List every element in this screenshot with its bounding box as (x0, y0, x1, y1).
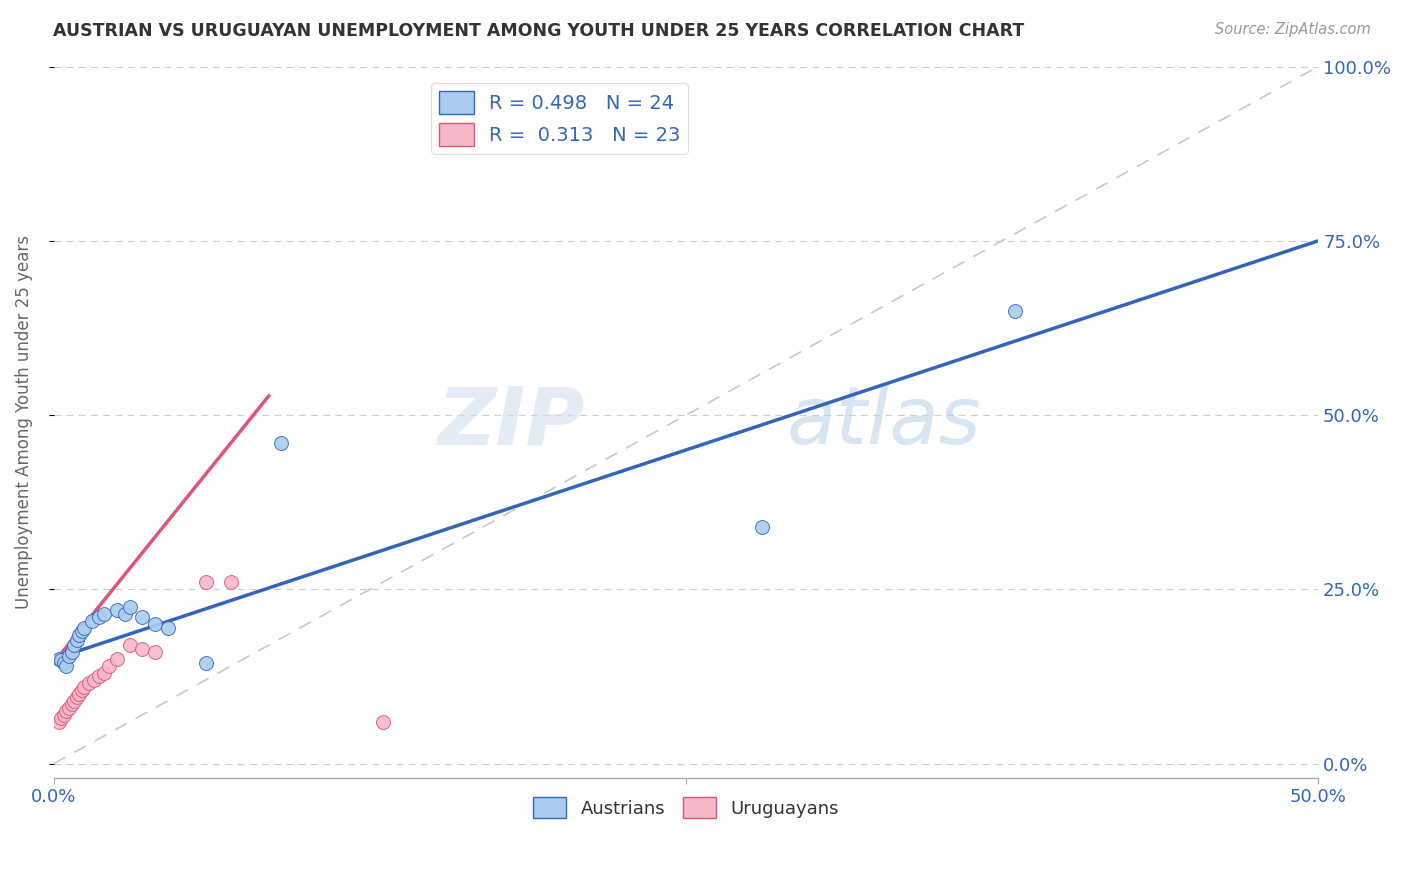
Point (70, 624, 93, 639)
Point (1004, 303, 1026, 318)
Point (58, 648, 80, 663)
Point (118, 638, 141, 652)
Point (65, 632, 87, 647)
Point (70, 683, 93, 698)
Point (52, 707, 75, 722)
Point (131, 641, 153, 656)
Point (751, 519, 773, 533)
Point (156, 621, 179, 635)
Point (73, 680, 96, 694)
Point (93, 665, 115, 680)
Point (270, 436, 292, 450)
Point (89, 669, 111, 683)
Point (67, 687, 90, 701)
Point (118, 599, 141, 614)
Point (63, 638, 86, 652)
Point (219, 575, 242, 590)
Point (77, 676, 100, 690)
Point (98, 659, 121, 673)
Text: ZIP: ZIP (437, 383, 585, 461)
Point (89, 610, 111, 624)
Point (194, 575, 217, 590)
Point (63, 694, 86, 708)
Y-axis label: Unemployment Among Youth under 25 years: Unemployment Among Youth under 25 years (15, 235, 32, 609)
Point (105, 652, 128, 666)
Point (65, 690, 87, 705)
Point (143, 617, 166, 632)
Point (371, 714, 394, 729)
Legend: Austrians, Uruguayans: Austrians, Uruguayans (526, 790, 846, 825)
Text: atlas: atlas (787, 383, 981, 461)
Point (80, 614, 103, 628)
Point (55, 704, 77, 718)
Point (93, 607, 115, 621)
Point (114, 607, 136, 621)
Point (48, 714, 70, 729)
Point (51, 653, 73, 667)
Point (48, 652, 70, 666)
Point (60, 698, 83, 712)
Point (60, 645, 83, 659)
Point (55, 659, 77, 673)
Point (67, 628, 90, 642)
Point (73, 621, 96, 635)
Point (194, 656, 217, 670)
Point (83, 673, 105, 687)
Point (105, 603, 128, 617)
Point (52, 656, 75, 670)
Point (58, 701, 80, 715)
Point (51, 711, 73, 725)
Text: Source: ZipAtlas.com: Source: ZipAtlas.com (1215, 22, 1371, 37)
Point (131, 610, 153, 624)
Text: AUSTRIAN VS URUGUAYAN UNEMPLOYMENT AMONG YOUTH UNDER 25 YEARS CORRELATION CHART: AUSTRIAN VS URUGUAYAN UNEMPLOYMENT AMONG… (53, 22, 1025, 40)
Point (143, 645, 166, 659)
